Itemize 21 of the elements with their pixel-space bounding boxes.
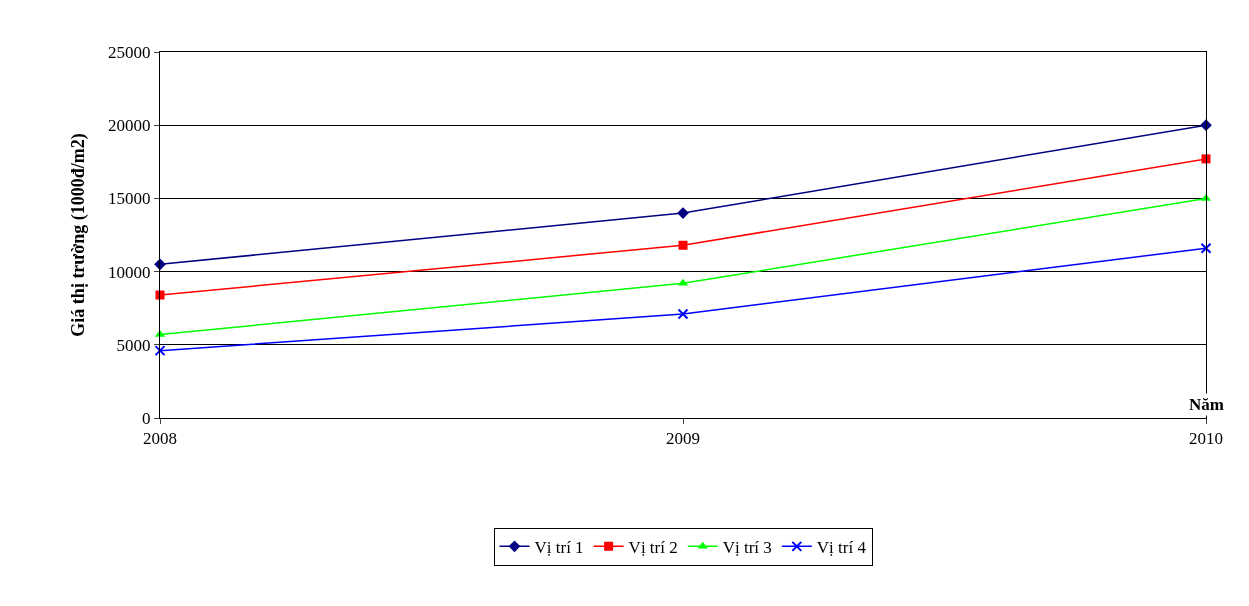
y-tick-label: 0: [142, 408, 151, 428]
y-tick-label: 5000: [116, 335, 151, 355]
point: [1200, 119, 1212, 132]
legend-label: Vị trí 3: [722, 537, 772, 557]
point: [678, 240, 688, 250]
y-tick-label: 15000: [108, 189, 151, 209]
legend-label: Vị trí 2: [628, 537, 678, 557]
point: [1200, 242, 1212, 254]
x-tick-label: 2010: [1189, 429, 1223, 449]
y-tick-label: 25000: [108, 42, 151, 62]
x-tick-label: 2008: [143, 429, 177, 449]
point: [154, 258, 166, 271]
y-tick-label: 10000: [108, 262, 151, 282]
legend-label: Vị trí 4: [816, 537, 867, 557]
legend-label: Vị trí 1: [534, 537, 584, 557]
y-tick-label: 20000: [108, 116, 151, 136]
point: [154, 345, 166, 357]
point: [677, 308, 689, 320]
y-axis-title: Giá thị trường (1000đ/m2): [68, 133, 90, 337]
x-tick-label: 2009: [666, 429, 700, 449]
x-axis-title: Năm: [1189, 395, 1224, 414]
